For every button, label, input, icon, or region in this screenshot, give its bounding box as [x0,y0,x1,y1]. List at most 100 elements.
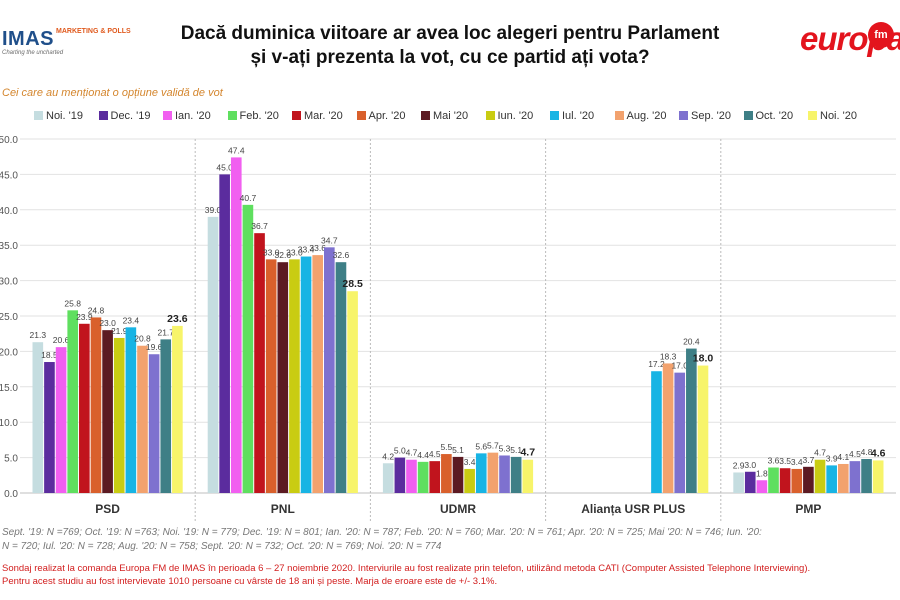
category-label: PMP [795,502,821,516]
bar [300,256,312,493]
data-label: 17.2 [648,359,665,369]
bar [464,468,475,493]
y-tick-label: 35.0 [0,241,18,252]
legend-item: Iun. '20 [485,109,533,123]
legend-swatch [421,111,430,120]
data-label: 18.3 [660,351,677,361]
data-label: 23.6 [167,313,188,325]
bar [32,342,44,493]
legend-item: Oct. '20 [743,109,793,123]
bar [172,325,183,493]
data-label: 33.0 [263,247,280,257]
data-label: 32.6 [275,250,292,260]
legend-swatch [292,111,301,120]
data-label: 5.1 [452,445,464,455]
bar [674,372,686,493]
data-label: 1.8 [756,468,768,478]
data-label: 17.0 [671,361,688,371]
legend-swatch [808,111,817,120]
bar [254,233,265,493]
bar [487,452,499,493]
y-tick-label: 50.0 [0,135,18,146]
legend-item: Ian. '20 [163,109,211,123]
bar [207,216,219,493]
legend-item: Mar. '20 [292,109,343,123]
imas-logo-text: IMAS [2,28,54,50]
bar [417,461,429,493]
y-tick-label: 0.0 [4,489,18,500]
bar [475,453,487,493]
legend-item: Iul. '20 [550,109,594,123]
bar [686,348,697,493]
data-label: 18.5 [41,350,58,360]
data-label: 40.7 [240,193,257,203]
y-tick-label: 10.0 [0,418,18,429]
imas-logo: IMAS MARKETING & POLLS Charting the unch… [0,24,131,58]
data-label: 3.4 [791,457,803,467]
bar [662,363,674,493]
y-tick-label: 20.0 [0,347,18,358]
data-label: 4.7 [406,448,418,458]
bar [826,465,837,493]
chart-title-line-2: și v-ați prezenta la vot, cu ce partid a… [250,47,650,68]
legend-swatch [743,111,753,120]
bar [733,472,744,493]
category-label: Alianța USR PLUS [581,502,685,516]
source-line-2: Pentru acest studiu au fost intervievate… [2,576,498,587]
legend-label: Mai '20 [433,110,469,122]
data-label: 3.5 [779,456,791,466]
bar [697,365,709,493]
footnote-line-2: N = 720; Iul. '20: N = 728; Aug. '20: N … [2,541,442,552]
legend-label: Sep. '20 [691,110,732,122]
category-label: PSD [95,502,120,516]
bar [429,461,441,493]
data-label: 20.6 [53,335,70,345]
bar [335,262,347,493]
data-label: 5.6 [475,441,487,451]
bar [312,255,324,493]
legend-swatch [679,111,688,120]
data-label: 23.0 [99,318,116,328]
data-label: 4.1 [837,452,849,462]
sample-size-footnote: Sept. '19: N =769; Oct. '19: N =763; Noi… [2,526,897,554]
data-label: 4.5 [849,449,861,459]
bar [406,459,417,493]
bar [452,456,464,493]
bar [125,327,137,493]
data-label: 4.8 [861,447,873,457]
data-label: 23.9 [76,312,93,322]
legend-swatch [485,111,495,120]
bar [277,262,289,493]
data-label: 33.4 [298,245,315,255]
data-label: 5.5 [440,442,452,452]
legend-swatch [227,111,237,120]
bar [324,247,335,493]
legend-label: Feb. '20 [239,110,279,122]
bar [90,317,102,493]
bar [242,204,254,493]
data-label: 3.6 [768,456,780,466]
data-label: 34.7 [321,235,338,245]
data-label: 32.6 [333,250,350,260]
data-label: 5.1 [510,445,522,455]
chart-title-line-1: Dacă duminica viitoare ar avea loc alege… [180,23,720,44]
data-label: 4.7 [814,448,826,458]
source-line-1: Sondaj realizat la comanda Europa FM de … [2,563,811,574]
category-label: PNL [271,502,295,516]
data-label: 33.0 [286,247,303,257]
europa-fm-logo: europa fm [800,20,900,64]
legend-item: Noi. '20 [808,109,857,123]
legend-label: Iul. '20 [562,110,595,122]
y-tick-label: 40.0 [0,206,18,217]
legend-label: Apr. '20 [368,110,406,122]
data-label: 20.4 [683,337,700,347]
bar [394,457,406,493]
legend-swatch [550,111,559,120]
data-label: 20.8 [134,334,151,344]
bar [137,345,148,493]
bar [55,347,67,493]
bar [67,310,79,493]
bar [230,157,242,493]
chart-title: Dacă duminica viitoare ar avea loc alege… [120,22,780,70]
bar [803,466,814,493]
